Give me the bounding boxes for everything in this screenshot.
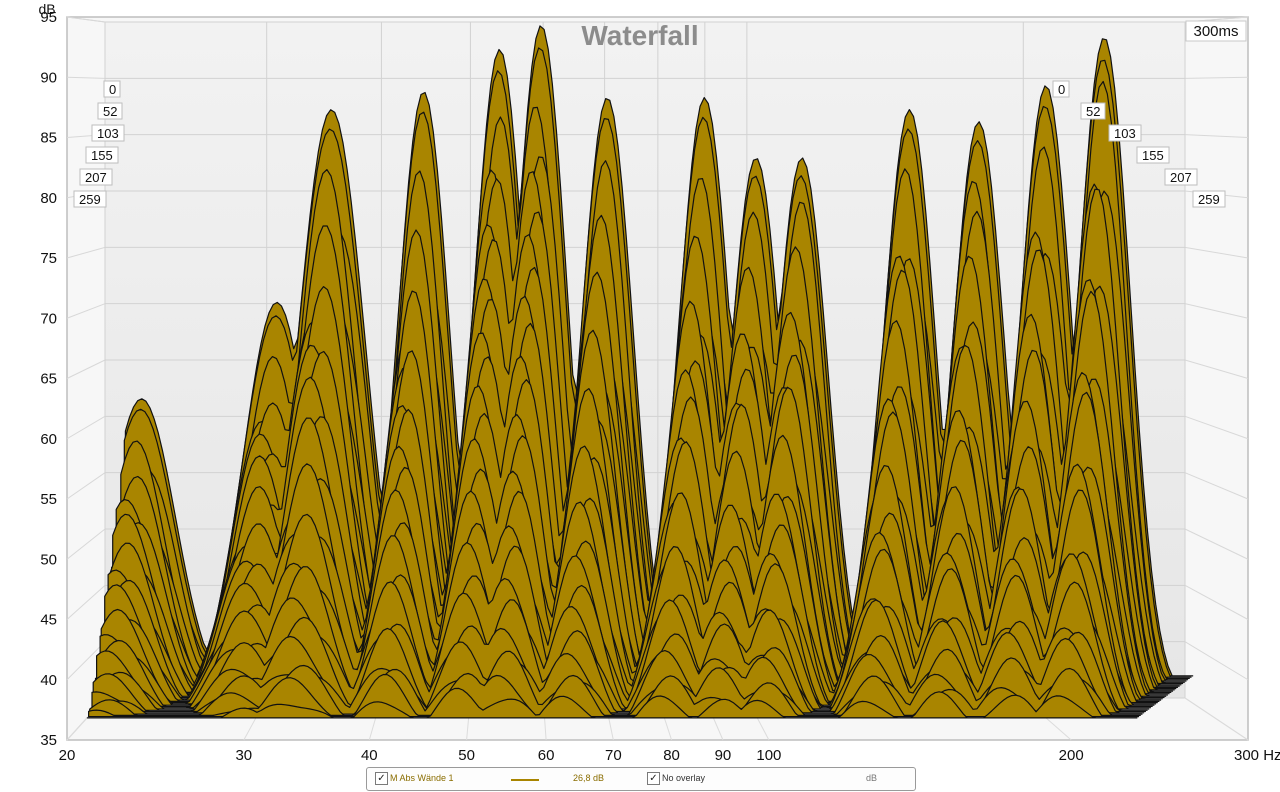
time-slice-label: 52 bbox=[1080, 102, 1106, 120]
time-axis-badge: 300ms bbox=[1185, 20, 1247, 42]
time-axis-label: 300ms bbox=[1193, 23, 1238, 40]
time-slice-label: 155 bbox=[1136, 146, 1170, 164]
x-tick-label: 80 bbox=[663, 747, 680, 764]
y-tick-label: 55 bbox=[40, 491, 57, 508]
svg-text:207: 207 bbox=[1170, 170, 1192, 185]
y-tick-label: 95 bbox=[40, 9, 57, 26]
time-slice-label: 207 bbox=[79, 168, 113, 186]
y-axis-unit: dB bbox=[38, 1, 55, 17]
x-tick-label: 300 Hz bbox=[1234, 747, 1280, 764]
time-slice-label: 207 bbox=[1164, 168, 1198, 186]
y-tick-label: 65 bbox=[40, 371, 57, 388]
time-slice-label: 103 bbox=[1108, 124, 1142, 142]
x-tick-label: 50 bbox=[458, 747, 475, 764]
series-swatch bbox=[511, 779, 539, 781]
time-slice-label: 155 bbox=[85, 146, 119, 164]
series-name: M Abs Wände 1 bbox=[390, 773, 454, 783]
y-tick-label: 80 bbox=[40, 190, 57, 207]
y-tick-label: 45 bbox=[40, 612, 57, 629]
time-slice-label: 259 bbox=[1192, 190, 1226, 208]
x-tick-label: 200 bbox=[1059, 747, 1084, 764]
waterfall-slice bbox=[88, 667, 1140, 718]
chart-title: Waterfall bbox=[581, 20, 698, 51]
y-tick-label: 85 bbox=[40, 130, 57, 147]
waterfall-slice bbox=[86, 687, 1138, 719]
time-slice-labels-left: 0 52 103 155 207 259 bbox=[73, 80, 125, 208]
time-slice-label: 259 bbox=[73, 190, 107, 208]
x-tick-label: 100 bbox=[756, 747, 781, 764]
svg-text:52: 52 bbox=[103, 104, 117, 119]
x-axis-ticks: 20 30 40 50 60 70 80 90 100 200 300 Hz bbox=[59, 747, 1280, 764]
time-slice-labels-right: 0 52 103 155 207 259 bbox=[1052, 80, 1226, 208]
series-level: 26,8 dB bbox=[573, 773, 605, 783]
svg-text:0: 0 bbox=[109, 82, 116, 97]
overlay-label: No overlay bbox=[662, 773, 706, 783]
svg-text:259: 259 bbox=[1198, 192, 1220, 207]
y-tick-label: 70 bbox=[40, 310, 57, 327]
y-tick-label: 50 bbox=[40, 551, 57, 568]
series-checkbox[interactable]: ✓ bbox=[375, 772, 388, 785]
x-tick-label: 60 bbox=[538, 747, 555, 764]
x-tick-label: 70 bbox=[605, 747, 622, 764]
waterfall-slices bbox=[86, 25, 1194, 719]
x-tick-label: 30 bbox=[235, 747, 252, 764]
y-tick-label: 90 bbox=[40, 69, 57, 86]
y-tick-label: 60 bbox=[40, 431, 57, 448]
svg-text:155: 155 bbox=[1142, 148, 1164, 163]
y-axis-ticks: 35 40 45 50 55 60 65 70 75 80 85 90 95 bbox=[40, 9, 57, 749]
overlay-checkbox[interactable]: ✓ bbox=[647, 772, 660, 785]
time-slice-label: 52 bbox=[97, 102, 123, 120]
svg-text:103: 103 bbox=[97, 126, 119, 141]
y-tick-label: 75 bbox=[40, 250, 57, 267]
y-tick-label: 35 bbox=[40, 732, 57, 749]
x-tick-label: 20 bbox=[59, 747, 76, 764]
svg-text:52: 52 bbox=[1086, 104, 1100, 119]
y-tick-label: 40 bbox=[40, 672, 57, 689]
legend-unit: dB bbox=[866, 773, 878, 783]
svg-text:103: 103 bbox=[1114, 126, 1136, 141]
svg-text:0: 0 bbox=[1058, 82, 1065, 97]
x-tick-label: 40 bbox=[361, 747, 378, 764]
time-slice-label: 0 bbox=[1052, 80, 1070, 98]
svg-text:155: 155 bbox=[91, 148, 113, 163]
svg-text:207: 207 bbox=[85, 170, 107, 185]
x-tick-label: 90 bbox=[715, 747, 732, 764]
time-slice-label: 103 bbox=[91, 124, 125, 142]
time-slice-label: 0 bbox=[103, 80, 121, 98]
legend-bar: ✓ M Abs Wände 1 26,8 dB ✓ No overlay dB bbox=[366, 767, 916, 791]
svg-text:259: 259 bbox=[79, 192, 101, 207]
